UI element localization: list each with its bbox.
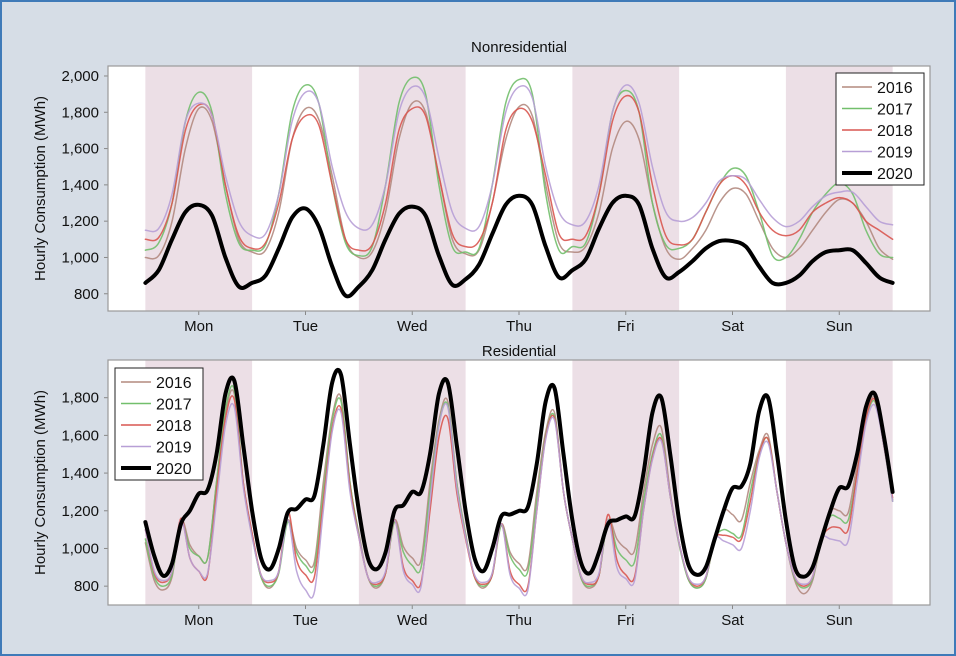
legend-label: 2017 bbox=[877, 102, 913, 119]
series-line-2018 bbox=[144, 94, 894, 252]
legend: 2016 2017 2018 2019 2020 bbox=[114, 367, 204, 481]
legend-box bbox=[835, 72, 925, 186]
y-tick-label: 800 bbox=[74, 578, 99, 595]
plot-frame bbox=[107, 359, 931, 606]
chart-title: Residential bbox=[482, 343, 556, 360]
x-tick-label: Thu bbox=[506, 318, 532, 335]
x-tick-label: Tue bbox=[293, 318, 318, 335]
legend: 2016 2017 2018 2019 2020 bbox=[835, 72, 925, 186]
x-tick-label: Wed bbox=[397, 318, 428, 335]
residential-panel: Residential Hourly Consumption (MWh) 800 1,… bbox=[32, 343, 931, 629]
legend-label: 2018 bbox=[156, 418, 192, 435]
series-line-2019 bbox=[144, 402, 894, 599]
y-tick-label: 1,400 bbox=[61, 177, 99, 194]
chart-title: Nonresidential bbox=[471, 39, 567, 56]
x-tick-label: Sun bbox=[826, 612, 853, 629]
x-tick-label: Sat bbox=[721, 318, 744, 335]
x-tick-label: Tue bbox=[293, 612, 318, 629]
x-tick-label: Mon bbox=[184, 612, 213, 629]
x-tick-label: Sun bbox=[826, 318, 853, 335]
shaded-day-band bbox=[358, 66, 466, 311]
legend-box bbox=[114, 367, 204, 481]
legend-label: 2020 bbox=[156, 461, 192, 478]
series-line-2019 bbox=[144, 84, 894, 239]
y-axis-label: Hourly Consumption (MWh) bbox=[32, 390, 49, 575]
shaded-day-band bbox=[145, 66, 253, 311]
y-tick-label: 1,400 bbox=[61, 465, 99, 482]
x-tick-label: Fri bbox=[617, 318, 635, 335]
y-tick-label: 2,000 bbox=[61, 68, 99, 85]
x-tick-label: Thu bbox=[506, 612, 532, 629]
y-tick-label: 800 bbox=[74, 286, 99, 303]
nonresidential-panel: Nonresidential Hourly Consumption (MWh) 80… bbox=[32, 39, 931, 335]
y-tick-label: 1,200 bbox=[61, 213, 99, 230]
y-tick-label: 1,200 bbox=[61, 503, 99, 520]
y-tick-label: 1,600 bbox=[61, 427, 99, 444]
legend-label: 2020 bbox=[877, 166, 913, 183]
x-tick-label: Wed bbox=[397, 612, 428, 629]
series-line-2020 bbox=[143, 367, 895, 579]
x-tick-label: Mon bbox=[184, 318, 213, 335]
y-axis-label: Hourly Consumption (MWh) bbox=[32, 96, 49, 281]
y-tick-label: 1,600 bbox=[61, 141, 99, 158]
series-line-2016 bbox=[144, 389, 894, 595]
y-tick-label: 1,000 bbox=[61, 249, 99, 266]
y-tick-label: 1,000 bbox=[61, 540, 99, 557]
shaded-day-band bbox=[572, 360, 680, 605]
legend-label: 2017 bbox=[156, 397, 192, 414]
x-tick-label: Fri bbox=[617, 612, 635, 629]
y-tick-label: 1,800 bbox=[61, 390, 99, 407]
x-tick-label: Sat bbox=[721, 612, 744, 629]
legend-label: 2016 bbox=[156, 375, 192, 392]
plot-frame bbox=[107, 65, 931, 312]
y-tick-label: 1,800 bbox=[61, 104, 99, 121]
legend-label: 2019 bbox=[877, 145, 913, 162]
legend-label: 2016 bbox=[877, 80, 913, 97]
series-line-2020 bbox=[143, 193, 895, 299]
legend-label: 2019 bbox=[156, 440, 192, 457]
legend-label: 2018 bbox=[877, 123, 913, 140]
series-line-2018 bbox=[144, 395, 894, 593]
